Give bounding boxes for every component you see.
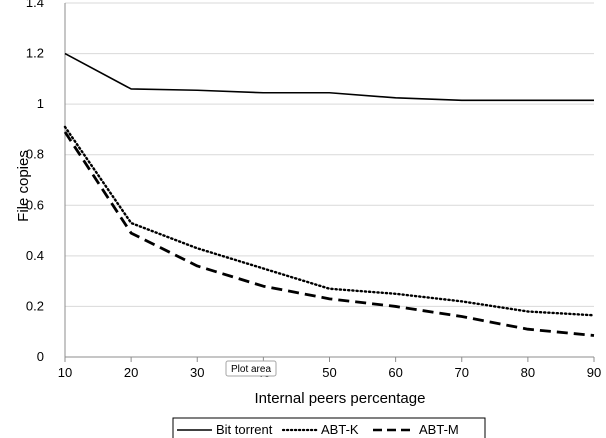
series-lines bbox=[63, 52, 596, 337]
y-tick-label-1: 1 bbox=[37, 96, 44, 111]
y-tick-label-0.4: 0.4 bbox=[26, 248, 44, 263]
series-line-abt-m bbox=[63, 131, 595, 337]
legend-label-abt-k: ABT-K bbox=[321, 422, 359, 437]
series-line-bit-torrent bbox=[64, 52, 594, 102]
y-axis-title: File copies bbox=[15, 150, 32, 222]
x-tick-label-50: 50 bbox=[322, 365, 336, 380]
legend-label-bit-torrent: Bit torrent bbox=[216, 422, 273, 437]
x-tick-labels: 102030405060708090 bbox=[58, 365, 601, 380]
legend-box bbox=[172, 417, 486, 438]
y-tick-label-1.2: 1.2 bbox=[26, 46, 44, 61]
y-tick-label-0.8: 0.8 bbox=[26, 147, 44, 162]
x-axis-title: Internal peers percentage bbox=[255, 390, 426, 407]
axes bbox=[64, 3, 595, 362]
x-tick-label-60: 60 bbox=[388, 365, 402, 380]
y-tick-label-0.2: 0.2 bbox=[26, 298, 44, 313]
y-tick-label-0.6: 0.6 bbox=[26, 197, 44, 212]
tooltip-label: Plot area bbox=[231, 364, 271, 375]
x-tick-label-70: 70 bbox=[455, 365, 469, 380]
y-tick-label-1.4: 1.4 bbox=[26, 0, 44, 10]
x-tick-label-90: 90 bbox=[587, 365, 601, 380]
x-tick-label-80: 80 bbox=[521, 365, 535, 380]
legend-label-abt-m: ABT-M bbox=[419, 422, 459, 437]
x-tick-label-30: 30 bbox=[190, 365, 204, 380]
y-tick-labels: 0 0.2 0.4 0.6 0.8 1 1.2 1.4 bbox=[26, 0, 44, 364]
gridlines bbox=[65, 2, 594, 307]
plot-area-tooltip: Plot area bbox=[225, 360, 277, 377]
legend: Bit torrent ABT-K ABT-M bbox=[172, 417, 486, 438]
series-line-abt-k bbox=[63, 125, 596, 317]
x-tick-label-10: 10 bbox=[58, 365, 72, 380]
y-tick-label-0: 0 bbox=[37, 349, 44, 364]
x-tick-label-20: 20 bbox=[124, 365, 138, 380]
